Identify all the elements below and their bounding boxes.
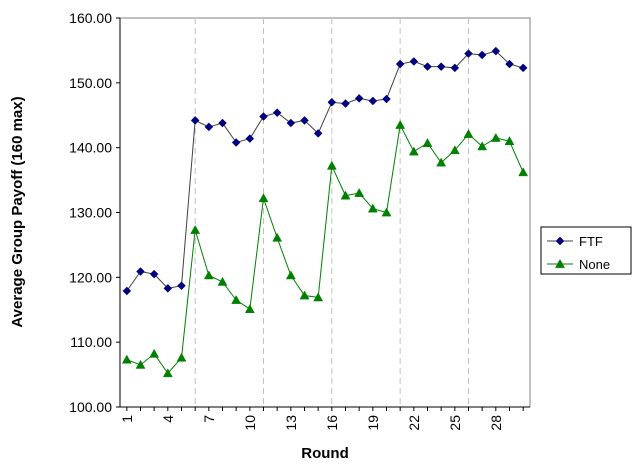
data-point [177,281,186,291]
data-point [135,359,146,369]
data-point [244,304,255,313]
data-point [176,352,187,362]
data-point [408,146,419,156]
x-axis: 1 4 7 10 13 16 19 22 25 28 [119,406,530,431]
data-point [436,157,447,167]
data-point [149,269,159,279]
y-axis-title: Average Group Payoff (160 max) [9,96,26,327]
data-point [313,129,323,138]
legend-swatch-marker [555,258,565,268]
data-point [518,167,529,177]
data-point [449,145,460,155]
y-tick-label: 140.00 [69,140,112,156]
data-point [450,63,460,73]
data-point [354,94,364,103]
y-tick-label: 150.00 [69,75,112,91]
data-point [491,46,501,56]
data-point [163,284,173,293]
data-point [477,141,488,151]
data-point [490,132,501,142]
data-point [218,118,227,128]
plot-border [119,17,531,408]
data-point [259,112,268,121]
y-tick-label: 160.00 [69,10,112,26]
data-point [313,292,324,302]
data-point [122,286,132,296]
data-point [504,136,515,146]
data-point [190,116,200,125]
data-point [136,267,145,276]
legend-label: None [579,257,610,272]
x-tick-label: 16 [324,415,340,431]
y-axis: 100.00 110.00 120.00 130.00 140.00 150.00 160.… [69,10,121,415]
x-tick-label: 19 [365,415,381,431]
data-point [367,203,378,213]
data-point [463,129,474,138]
x-tick-label: 28 [488,415,504,431]
data-point [327,97,337,107]
legend-item-none: None [547,257,610,272]
data-point [300,116,309,125]
data-point [231,138,241,147]
data-point [272,108,282,118]
data-point [326,160,337,170]
data-point [258,193,269,203]
y-tick-label: 100.00 [69,399,112,415]
data-point [518,63,528,73]
legend: FTF None [540,226,632,275]
data-point [368,96,378,106]
data-point [190,224,201,234]
x-tick-label: 4 [160,415,176,423]
plot-area [119,17,531,408]
x-tick-label: 10 [242,415,258,431]
legend-box [540,226,632,275]
data-point [299,290,310,300]
legend-items: FTF None [547,234,610,272]
data-point [409,57,419,66]
data-point [422,138,433,147]
series-line [126,123,524,375]
data-point [436,62,446,71]
series-none [121,119,529,378]
data-point [381,207,392,217]
series-layer [121,46,529,378]
x-axis-title: Round [301,445,348,462]
y-tick-label: 110.00 [70,334,112,350]
data-point [464,49,473,59]
series-line [126,50,524,292]
data-point [245,134,255,143]
data-point [477,50,487,60]
data-point [149,348,160,358]
data-point [285,270,296,280]
data-point [505,59,514,69]
data-point [423,62,432,71]
data-point [341,99,350,108]
legend-label: FTF [579,234,603,249]
x-tick-label: 1 [119,415,135,423]
legend-swatch-marker [555,236,565,246]
data-point [395,59,405,69]
data-point [272,232,283,242]
data-point [204,122,214,132]
data-point [121,354,132,364]
series-ftf [122,46,528,296]
data-point [286,118,296,128]
data-point [382,94,391,104]
legend-item-ftf: FTF [547,234,603,249]
data-point [354,188,365,197]
x-tick-label: 7 [201,415,217,423]
data-point [203,270,214,280]
data-point [395,119,406,129]
y-tick-label: 130.00 [69,205,112,221]
y-tick-label: 120.00 [69,269,112,285]
session-break-lines [194,18,469,407]
x-tick-label: 25 [447,415,463,431]
data-point [162,368,173,378]
x-tick-label: 22 [406,415,422,431]
x-tick-label: 13 [283,415,299,431]
data-point [340,190,351,200]
data-point [217,276,228,286]
data-point [231,295,242,304]
